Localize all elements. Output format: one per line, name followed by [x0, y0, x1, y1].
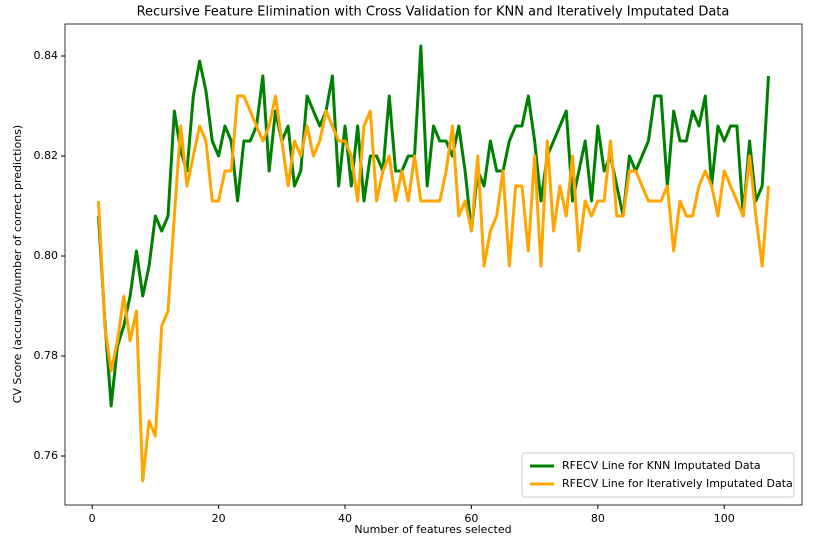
- y-tick-label: 0.80: [34, 249, 59, 262]
- series-line: [97, 44, 770, 408]
- x-tick-label: 40: [338, 512, 352, 525]
- legend-label: RFECV Line for KNN Imputated Data: [562, 459, 761, 472]
- legend-label: RFECV Line for Iteratively Imputated Dat…: [562, 477, 793, 490]
- y-tick-label: 0.84: [34, 49, 59, 62]
- x-tick-label: 100: [714, 512, 735, 525]
- y-tick-label: 0.78: [34, 349, 59, 362]
- chart-title: Recursive Feature Elimination with Cross…: [137, 5, 730, 20]
- series-line: [97, 94, 770, 483]
- x-axis-label: Number of features selected: [354, 523, 511, 536]
- plot-frame: [64, 23, 803, 506]
- y-tick-label: 0.82: [34, 149, 59, 162]
- x-tick-label: 80: [591, 512, 605, 525]
- legend-box: [521, 452, 795, 498]
- x-tick-label: 0: [89, 512, 96, 525]
- y-tick-label: 0.76: [34, 449, 59, 462]
- x-tick-label: 60: [464, 512, 478, 525]
- y-axis-label: CV Score (accuracy/number of correct pre…: [11, 125, 24, 403]
- x-tick-label: 20: [212, 512, 226, 525]
